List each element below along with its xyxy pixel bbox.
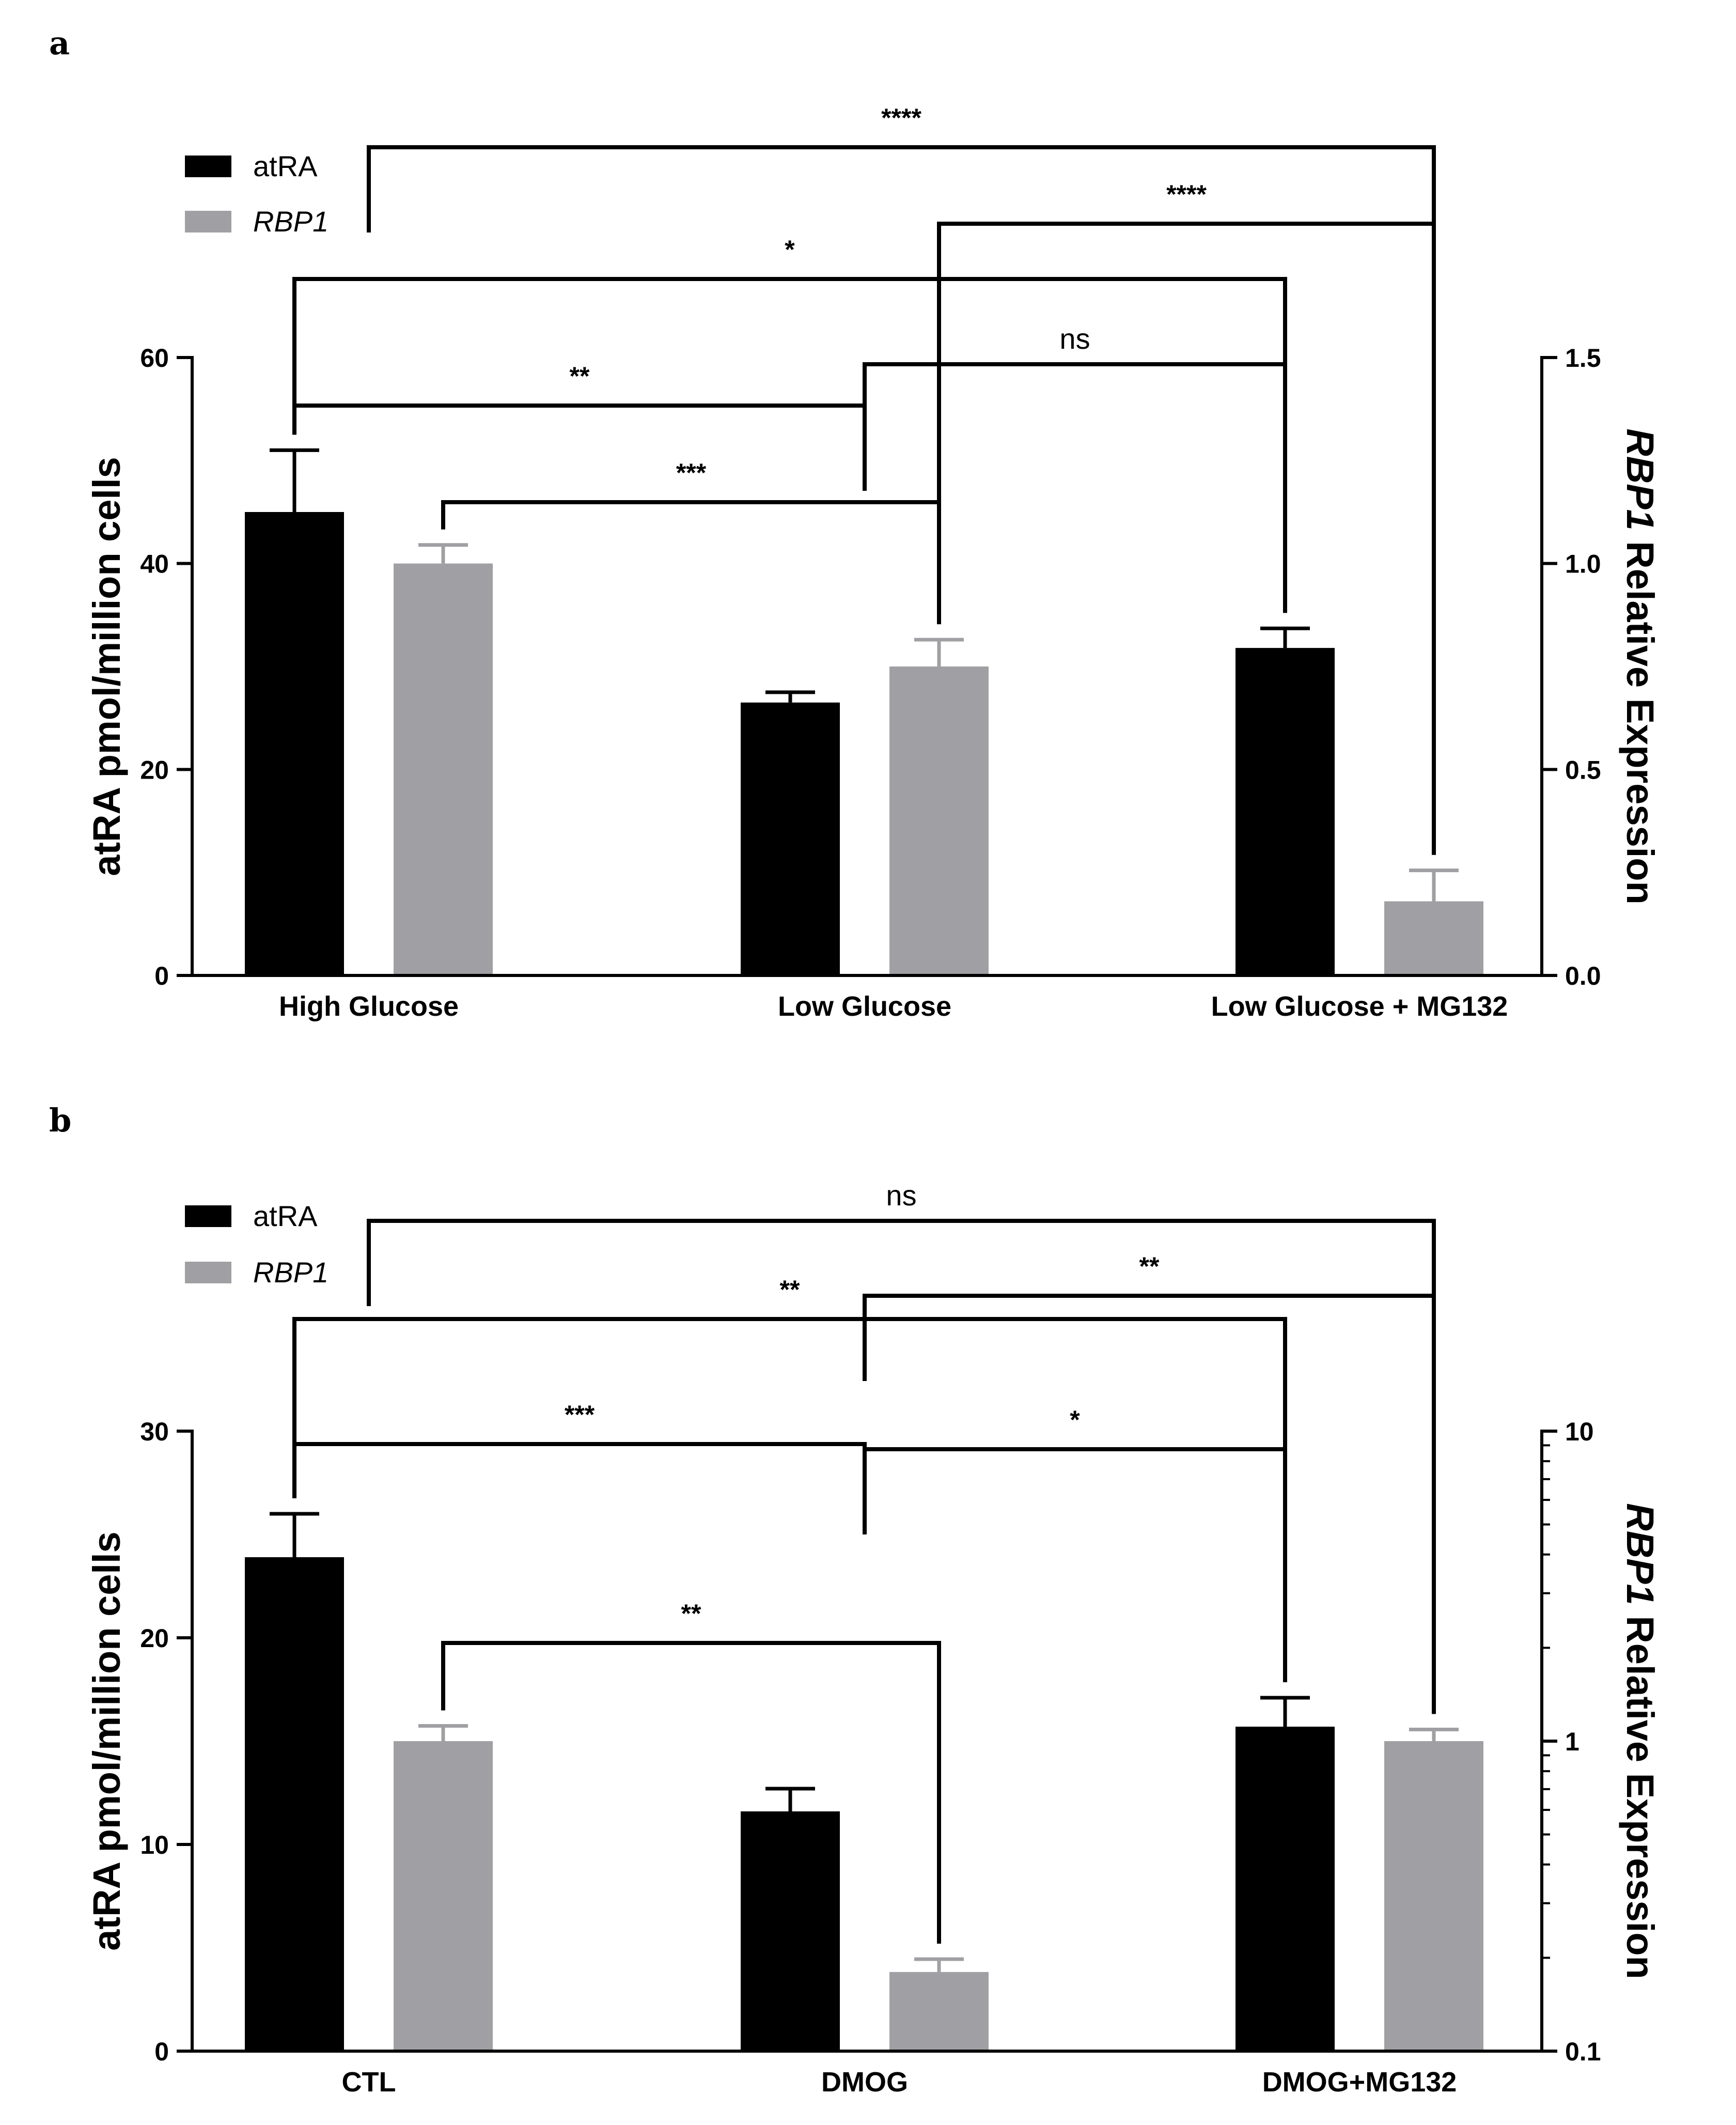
x-tick-label: Low Glucose + MG132 — [1211, 991, 1508, 1022]
significance-bracket — [292, 1317, 1287, 1682]
y-axis-title-left: atRA pmol/million cells — [85, 457, 128, 876]
x-tick-label: DMOG+MG132 — [1262, 2067, 1457, 2098]
significance-label: *** — [676, 458, 707, 487]
y-tick-label-right: 1.5 — [1565, 344, 1601, 373]
significance-label: ns — [1059, 322, 1090, 355]
y-tick-label-right: 1 — [1565, 1727, 1579, 1756]
y-tick-label-left: 30 — [140, 1417, 169, 1446]
bar-rbp1-1 — [394, 1741, 493, 2051]
legend-swatch-atra — [185, 1205, 231, 1227]
legend-swatch-atra — [185, 156, 231, 177]
y-axis-title-right: RBP1 Relative Expression — [1619, 428, 1662, 904]
significance-bracket — [863, 1294, 1436, 1714]
bar-rbp1-1 — [394, 563, 493, 975]
bar-atra-3 — [1235, 648, 1335, 975]
y-tick-label-right: 0.5 — [1565, 755, 1601, 784]
y-tick-label-left: 20 — [140, 755, 169, 784]
significance-bracket — [292, 277, 1287, 613]
y-axis-title-left: atRA pmol/million cells — [85, 1531, 128, 1950]
x-tick-label: CTL — [342, 2067, 396, 2098]
significance-bracket — [292, 404, 867, 491]
significance-label: ** — [570, 362, 590, 391]
bar-rbp1-2 — [889, 1972, 989, 2051]
significance-bracket — [367, 1219, 1436, 1714]
significance-bracket — [367, 145, 1436, 855]
significance-label: * — [785, 235, 795, 264]
y-axis-title-right-rest: Relative Expression — [1619, 1605, 1662, 1979]
significance-label: ** — [780, 1275, 800, 1304]
bar-rbp1-2 — [889, 666, 989, 975]
significance-label: **** — [881, 103, 921, 132]
legend-label-rbp1: RBP1 — [253, 205, 329, 238]
y-axis-title-right-gene: RBP1 — [1619, 428, 1662, 530]
y-tick-label-left: 10 — [140, 1831, 169, 1859]
bar-rbp1-3 — [1384, 1741, 1483, 2051]
significance-bracket — [863, 362, 1287, 613]
y-tick-label-left: 40 — [140, 550, 169, 579]
y-axis-title-right-gene: RBP1 — [1619, 1503, 1662, 1605]
bar-atra-2 — [741, 702, 840, 975]
y-tick-label-right: 1.0 — [1565, 550, 1601, 579]
bar-atra-1 — [245, 512, 344, 975]
y-axis-title-right-rest: Relative Expression — [1619, 531, 1662, 905]
legend-swatch-rbp1 — [185, 1262, 231, 1283]
y-tick-label-left: 0 — [154, 2037, 169, 2066]
significance-label: ** — [1139, 1252, 1160, 1281]
x-tick-label: High Glucose — [279, 991, 459, 1022]
legend-label-atra: atRA — [253, 150, 318, 182]
significance-bracket — [441, 1641, 941, 1944]
y-tick-label-left: 0 — [154, 961, 169, 990]
significance-label: **** — [1166, 180, 1207, 209]
y-tick-label-right: 10 — [1565, 1417, 1594, 1446]
y-tick-label-right: 0.0 — [1565, 961, 1601, 990]
y-tick-label-right: 0.1 — [1565, 2037, 1601, 2066]
x-tick-label: Low Glucose — [778, 991, 951, 1022]
bar-atra-2 — [741, 1811, 840, 2051]
panel-b-chart: CTL DMOG DMOG+MG132 0 10 20 30 0.1 1 10 atRA pmol/… — [85, 1179, 1662, 2098]
legend-label-atra: atRA — [253, 1200, 318, 1232]
significance-bracket — [937, 222, 1436, 855]
panel-b-letter: b — [49, 1102, 71, 1139]
significance-label: * — [1070, 1405, 1080, 1434]
significance-label: ** — [681, 1599, 701, 1628]
legend-swatch-rbp1 — [185, 211, 231, 232]
y-tick-label-left: 60 — [140, 344, 169, 373]
y-axis-title-right: RBP1 Relative Expression — [1619, 1503, 1662, 1979]
significance-label: *** — [565, 1400, 595, 1429]
y-tick-label-left: 20 — [140, 1624, 169, 1653]
significance-bracket — [441, 500, 941, 625]
x-tick-label: DMOG — [821, 2067, 908, 2098]
panel-a-chart: High Glucose Low Glucose Low Glucose + MG1… — [85, 103, 1662, 1022]
legend-label-rbp1: RBP1 — [253, 1256, 329, 1289]
panel-a-letter: a — [49, 24, 70, 62]
significance-bracket — [292, 1442, 867, 1529]
significance-bracket — [863, 1447, 1287, 1682]
bar-atra-1 — [245, 1557, 344, 2051]
significance-label: ns — [886, 1179, 916, 1212]
bar-atra-3 — [1235, 1727, 1335, 2051]
bar-rbp1-3 — [1384, 901, 1483, 975]
